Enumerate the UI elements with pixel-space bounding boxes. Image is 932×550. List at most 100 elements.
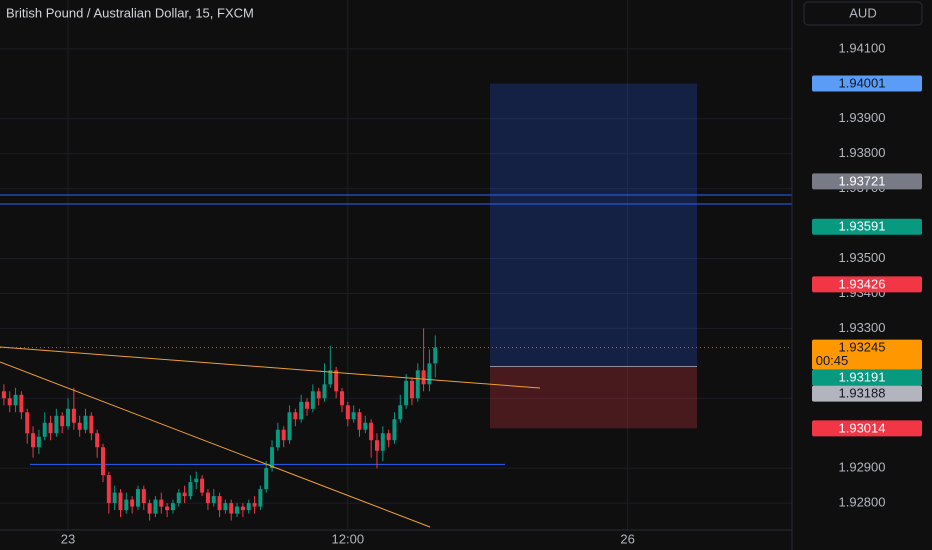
y-tick-label: 1.93800 [839, 145, 886, 160]
candle-body [392, 419, 397, 441]
candle-body [345, 405, 350, 420]
chart-title: British Pound / Australian Dollar, 15, F… [6, 5, 254, 20]
countdown: 00:45 [816, 353, 849, 368]
price-label-box [812, 218, 922, 235]
candle-body [351, 412, 356, 420]
candle-body [89, 415, 94, 434]
candle-body [223, 503, 228, 511]
stop-zone [490, 366, 697, 429]
trend-line [0, 361, 431, 528]
candle-body [211, 496, 216, 504]
candle-body [19, 394, 24, 413]
candle-body [7, 398, 12, 406]
candle-body [305, 401, 310, 409]
candle-body [130, 499, 135, 507]
price-label: 1.93245 [839, 340, 886, 355]
candle-body [36, 436, 41, 448]
price-label: 1.93591 [839, 219, 886, 234]
candle-body [398, 405, 403, 420]
candle-body [339, 391, 344, 406]
price-label: 1.93188 [839, 386, 886, 401]
drawings [0, 83, 792, 465]
price-label-box [812, 369, 922, 386]
price-label-box [812, 420, 922, 437]
price-label-box [812, 173, 922, 190]
axis-labels: 1.941001.939001.938001.937001.935001.934… [61, 40, 922, 546]
candle-body [112, 492, 117, 504]
candle-body [235, 506, 240, 514]
candle-body [258, 489, 263, 507]
y-tick-label: 1.93300 [839, 320, 886, 335]
x-tick-label: 12:00 [332, 531, 365, 546]
candle-body [421, 370, 426, 385]
candle-body [13, 394, 18, 406]
price-label: 1.93191 [839, 370, 886, 385]
candle-body [165, 506, 170, 511]
candle-body [316, 391, 321, 399]
price-label: 1.94001 [839, 75, 886, 90]
candle-body [95, 433, 100, 448]
candle-body [299, 401, 304, 420]
candle-body [194, 478, 199, 483]
candle-body [293, 412, 298, 420]
candle-body [54, 415, 59, 434]
currency-button[interactable] [803, 1, 923, 26]
trend-line [0, 346, 541, 389]
y-tick-label: 1.93500 [839, 250, 886, 265]
candle-body [188, 482, 193, 497]
currency-label: AUD [849, 5, 876, 20]
candle-body [415, 370, 420, 399]
candle-body [176, 492, 181, 504]
candle-body [66, 408, 71, 427]
y-tick-label: 1.92900 [839, 460, 886, 475]
candle-body [409, 380, 414, 399]
candle-body [310, 391, 315, 409]
price-label: 1.93721 [839, 173, 886, 188]
price-label-box [812, 339, 922, 370]
price-label: 1.93426 [839, 276, 886, 291]
y-tick-label: 1.93900 [839, 110, 886, 125]
candle-body [48, 422, 53, 434]
candle-body [31, 433, 36, 448]
price-axis [792, 0, 932, 550]
candle-body [427, 363, 432, 385]
x-tick-label: 26 [620, 531, 634, 546]
candle-body [281, 429, 286, 441]
grid [0, 0, 792, 530]
candle-body [200, 478, 205, 493]
price-label-box [812, 75, 922, 92]
price-label: 1.93014 [839, 420, 886, 435]
candle-body [240, 506, 245, 511]
target-zone [490, 83, 697, 367]
candle-body [101, 447, 106, 476]
candle-body [363, 422, 368, 430]
candle-body [287, 412, 292, 441]
candle-body [205, 492, 210, 504]
candle-body [217, 496, 222, 511]
candle-body [229, 503, 234, 514]
price-label-box [812, 385, 922, 402]
candle-body [252, 503, 257, 507]
candle-body [246, 503, 251, 511]
candle-body [42, 422, 47, 437]
candle-body [275, 429, 280, 448]
candle-body [153, 499, 158, 514]
y-tick-label: 1.92800 [839, 495, 886, 510]
candle-body [380, 433, 385, 451]
candle-body [433, 347, 438, 364]
candle-body [135, 489, 140, 507]
candle-body [328, 370, 333, 385]
candle-body [25, 412, 30, 434]
candle-body [369, 422, 374, 441]
candle-body [147, 503, 152, 514]
candle-body [374, 440, 379, 451]
price-label-box [812, 276, 922, 293]
candle-body [159, 499, 164, 507]
candle-body [1, 391, 6, 399]
candle-body [404, 380, 409, 406]
candle-body [60, 415, 65, 427]
candle-body [182, 492, 187, 497]
